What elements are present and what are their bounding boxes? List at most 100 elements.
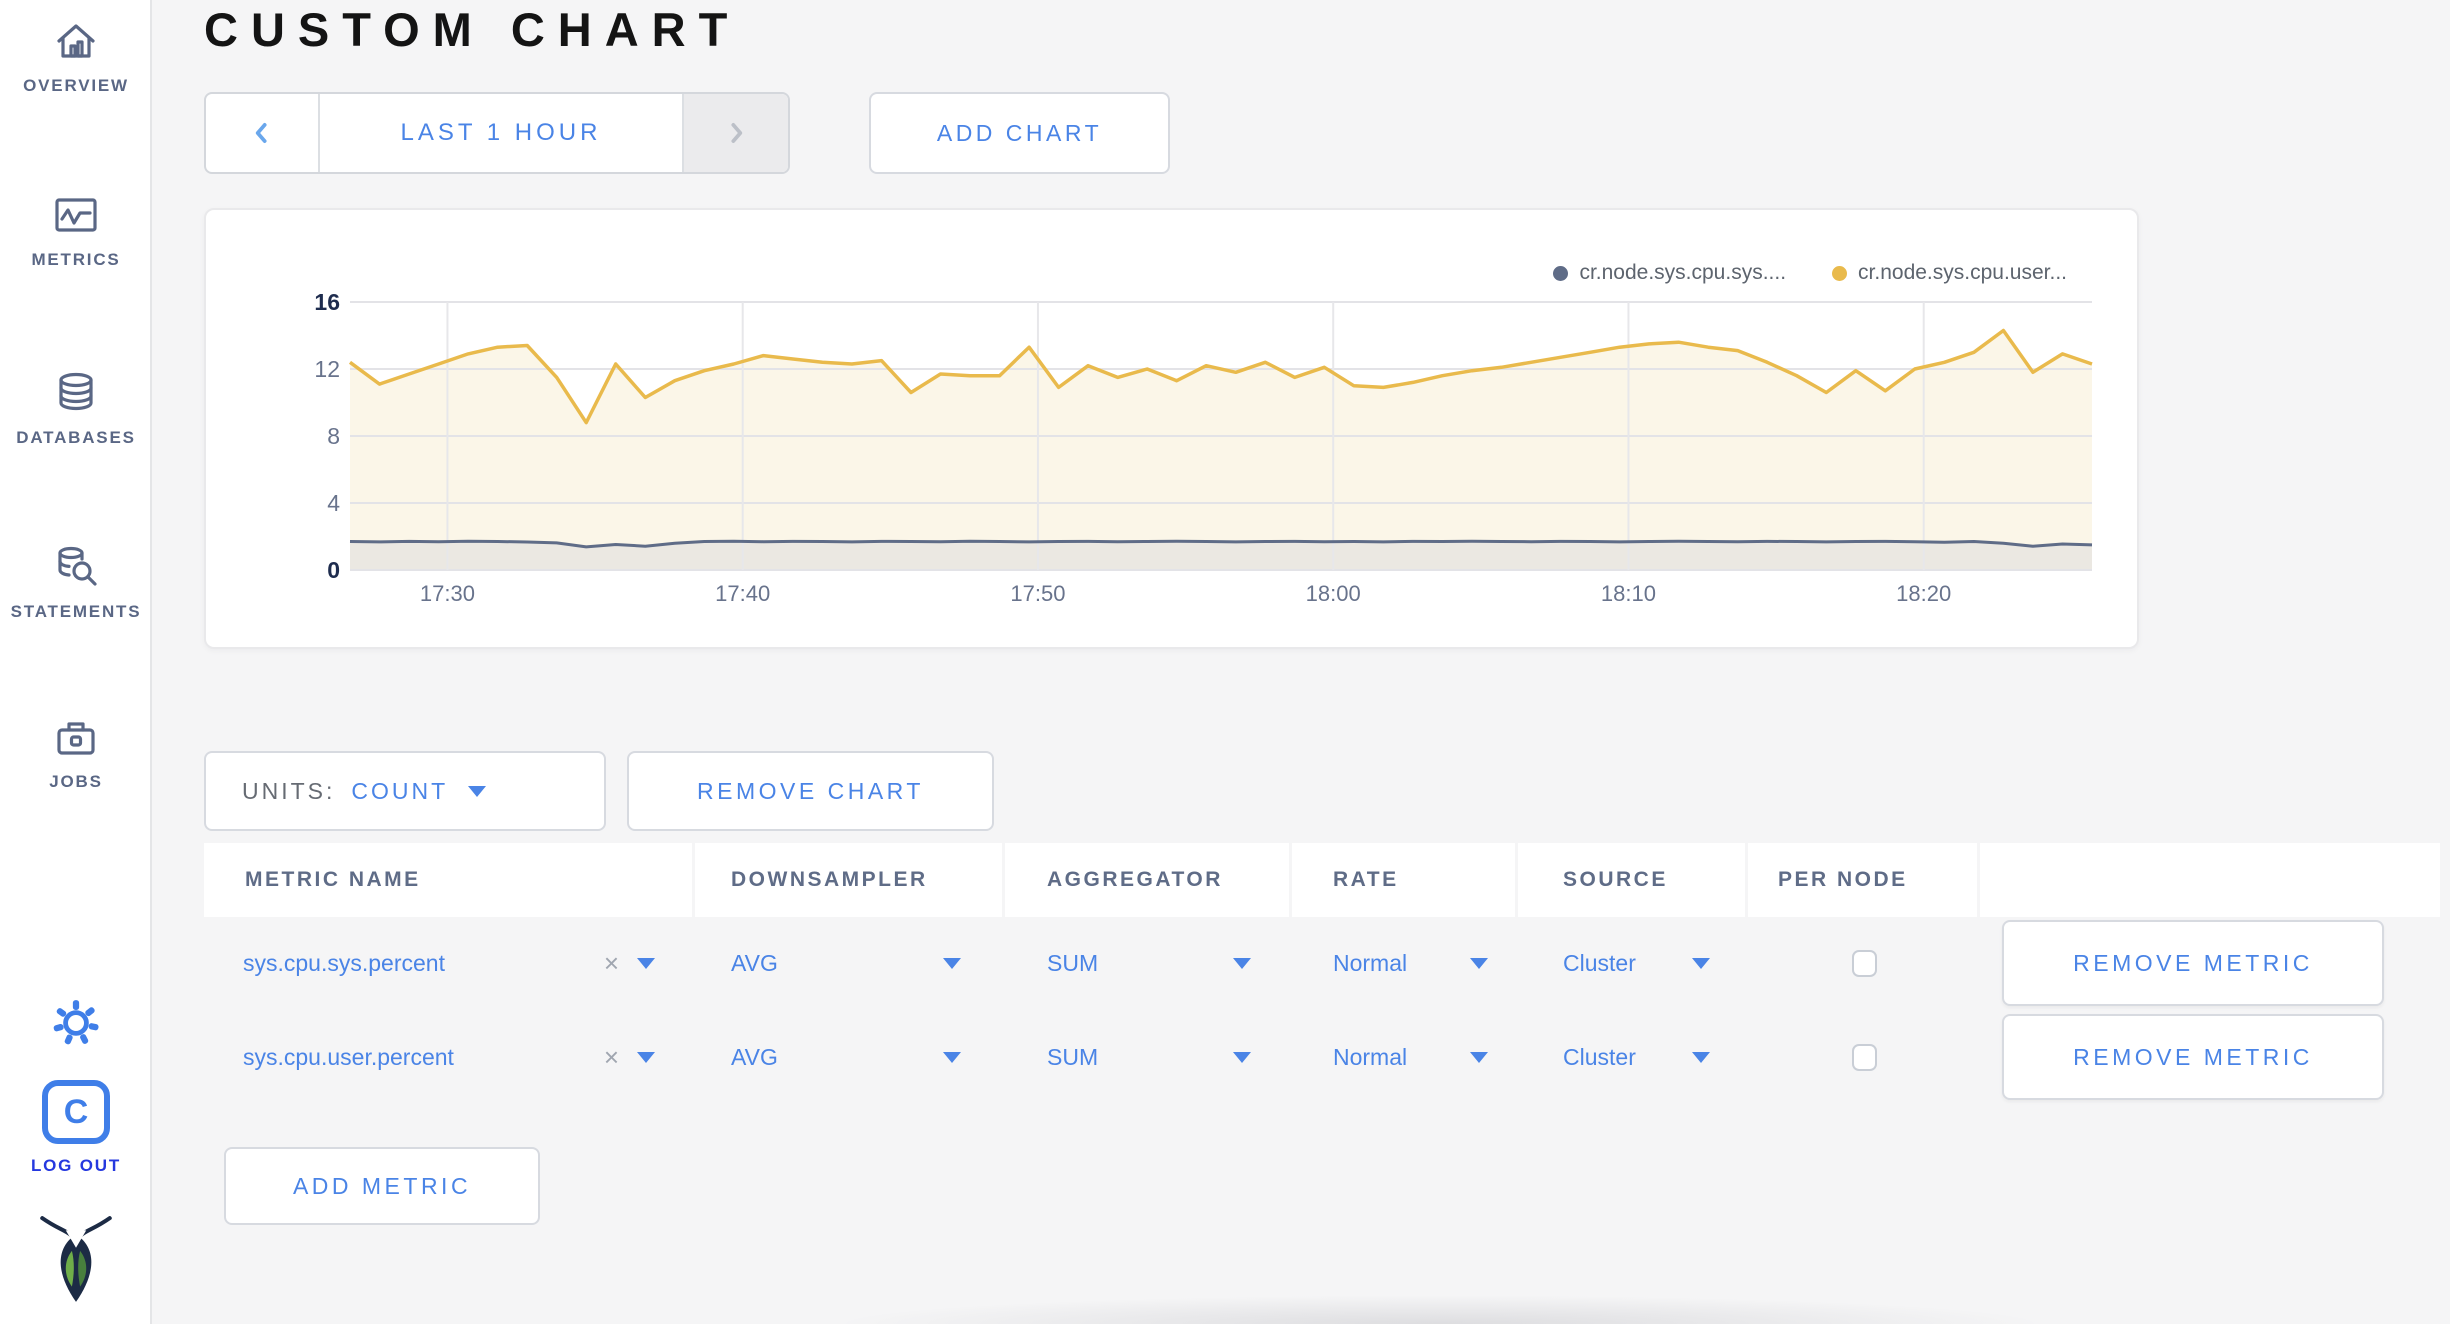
chevron-down-icon bbox=[1692, 1051, 1710, 1063]
chevron-down-icon bbox=[1233, 1051, 1251, 1063]
metrics-icon bbox=[55, 198, 97, 232]
chevron-down-icon bbox=[637, 1051, 655, 1063]
page-title: CUSTOM CHART bbox=[204, 3, 741, 56]
jobs-icon bbox=[57, 722, 95, 755]
chart-plot-area bbox=[348, 301, 2093, 571]
sidebar: OVERVIEW METRICS DATABASES bbox=[0, 0, 152, 1324]
source-select[interactable]: Cluster bbox=[1563, 946, 1710, 980]
chevron-down-icon bbox=[943, 1051, 961, 1063]
sidebar-item-label: OVERVIEW bbox=[23, 76, 129, 95]
logout-label: LOG OUT bbox=[30, 1156, 122, 1175]
legend-label: cr.node.sys.cpu.sys.... bbox=[1579, 261, 1787, 284]
chevron-down-icon bbox=[468, 785, 487, 797]
chevron-down-icon bbox=[1233, 957, 1251, 969]
x-tick-label: 17:30 bbox=[419, 581, 475, 606]
legend-dot bbox=[1553, 265, 1569, 281]
aggregator-value: SUM bbox=[1047, 949, 1099, 976]
logout-button[interactable]: C LOG OUT bbox=[0, 1080, 152, 1176]
x-tick-label: 17:50 bbox=[1010, 581, 1066, 606]
metric-name-select[interactable]: sys.cpu.sys.percent × bbox=[243, 946, 655, 980]
aggregator-select[interactable]: SUM bbox=[1047, 946, 1251, 980]
sidebar-item-label: METRICS bbox=[31, 250, 121, 269]
chevron-down-icon bbox=[943, 957, 961, 969]
clear-icon[interactable]: × bbox=[603, 1042, 619, 1072]
y-tick-label: 16 bbox=[314, 289, 340, 315]
column-header-metric-name: METRIC NAME bbox=[204, 843, 692, 917]
source-value: Cluster bbox=[1563, 1043, 1636, 1070]
legend-label: cr.node.sys.cpu.user... bbox=[1858, 261, 2067, 284]
rate-value: Normal bbox=[1333, 1043, 1408, 1070]
sidebar-item-databases[interactable]: DATABASES bbox=[0, 370, 152, 448]
column-header-empty bbox=[1980, 843, 2440, 917]
sidebar-item-overview[interactable]: OVERVIEW bbox=[0, 18, 152, 96]
aggregator-select[interactable]: SUM bbox=[1047, 1040, 1251, 1074]
sidebar-item-metrics[interactable]: METRICS bbox=[0, 192, 152, 270]
aggregator-value: SUM bbox=[1047, 1043, 1099, 1070]
downsampler-select[interactable]: AVG bbox=[731, 1040, 961, 1074]
x-tick-label: 17:40 bbox=[715, 581, 771, 606]
per-node-checkbox[interactable] bbox=[1852, 1044, 1877, 1071]
time-range-prev-button[interactable] bbox=[206, 94, 320, 172]
c-logo-letter: C bbox=[63, 1092, 89, 1131]
legend-dot bbox=[1832, 265, 1848, 281]
y-tick-label: 12 bbox=[314, 356, 340, 382]
add-chart-button[interactable]: ADD CHART bbox=[869, 92, 1170, 174]
chevron-left-icon bbox=[255, 123, 267, 143]
home-icon bbox=[57, 24, 95, 58]
y-tick-label: 8 bbox=[327, 423, 340, 449]
source-value: Cluster bbox=[1563, 949, 1636, 976]
downsampler-value: AVG bbox=[731, 1043, 778, 1070]
time-range-next-button[interactable] bbox=[682, 94, 788, 172]
sidebar-item-statements[interactable]: STATEMENTS bbox=[0, 544, 152, 622]
rate-select[interactable]: Normal bbox=[1333, 946, 1488, 980]
downsampler-select[interactable]: AVG bbox=[731, 946, 961, 980]
units-value: COUNT bbox=[351, 777, 449, 804]
gear-icon bbox=[53, 1000, 99, 1045]
remove-chart-button[interactable]: REMOVE CHART bbox=[627, 751, 994, 831]
chevron-down-icon bbox=[637, 957, 655, 969]
downsampler-value: AVG bbox=[731, 949, 778, 976]
chart-card: cr.node.sys.cpu.sys.... cr.node.sys.cpu.… bbox=[204, 208, 2139, 649]
legend-item[interactable]: cr.node.sys.cpu.user... bbox=[1832, 261, 2067, 285]
metric-name-select[interactable]: sys.cpu.user.percent × bbox=[243, 1040, 655, 1074]
column-header-downsampler: DOWNSAMPLER bbox=[695, 843, 1002, 917]
y-tick-label: 4 bbox=[327, 490, 340, 516]
statements-icon bbox=[58, 546, 97, 586]
chevron-down-icon bbox=[1470, 957, 1488, 969]
time-range-label[interactable]: LAST 1 HOUR bbox=[400, 119, 602, 146]
add-metric-button[interactable]: ADD METRIC bbox=[224, 1147, 540, 1225]
x-tick-label: 18:20 bbox=[1896, 581, 1952, 606]
y-tick-label: 0 bbox=[327, 557, 340, 583]
chart-legend: cr.node.sys.cpu.sys.... cr.node.sys.cpu.… bbox=[1553, 261, 2067, 285]
units-dropdown[interactable]: UNITS: COUNT bbox=[204, 751, 606, 831]
chevron-right-icon bbox=[731, 123, 743, 143]
clear-icon[interactable]: × bbox=[603, 948, 619, 978]
databases-icon bbox=[59, 372, 93, 411]
column-header-source: SOURCE bbox=[1518, 843, 1745, 917]
settings-button[interactable] bbox=[0, 998, 152, 1048]
remove-metric-button[interactable]: REMOVE METRIC bbox=[2002, 920, 2384, 1006]
cockroach-c-logo: C bbox=[42, 1080, 110, 1144]
source-select[interactable]: Cluster bbox=[1563, 1040, 1710, 1074]
rate-select[interactable]: Normal bbox=[1333, 1040, 1488, 1074]
sidebar-item-label: JOBS bbox=[49, 772, 103, 791]
scroll-shadow bbox=[600, 1284, 2280, 1324]
chevron-down-icon bbox=[1470, 1051, 1488, 1063]
cockroach-bug-logo bbox=[0, 1212, 152, 1306]
sidebar-item-label: STATEMENTS bbox=[10, 602, 142, 621]
x-tick-label: 18:10 bbox=[1600, 581, 1656, 606]
cockroach-bug-icon bbox=[40, 1216, 112, 1302]
sidebar-item-label: DATABASES bbox=[16, 428, 136, 447]
remove-metric-button[interactable]: REMOVE METRIC bbox=[2002, 1014, 2384, 1100]
rate-value: Normal bbox=[1333, 949, 1408, 976]
metric-name-value: sys.cpu.user.percent bbox=[243, 1043, 454, 1070]
per-node-checkbox[interactable] bbox=[1852, 950, 1877, 977]
sidebar-item-jobs[interactable]: JOBS bbox=[0, 714, 152, 792]
metric-name-value: sys.cpu.sys.percent bbox=[243, 949, 445, 976]
legend-item[interactable]: cr.node.sys.cpu.sys.... bbox=[1553, 261, 1786, 285]
x-tick-label: 18:00 bbox=[1305, 581, 1361, 606]
units-label: UNITS: bbox=[242, 777, 336, 804]
column-header-rate: RATE bbox=[1292, 843, 1515, 917]
chevron-down-icon bbox=[1692, 957, 1710, 969]
